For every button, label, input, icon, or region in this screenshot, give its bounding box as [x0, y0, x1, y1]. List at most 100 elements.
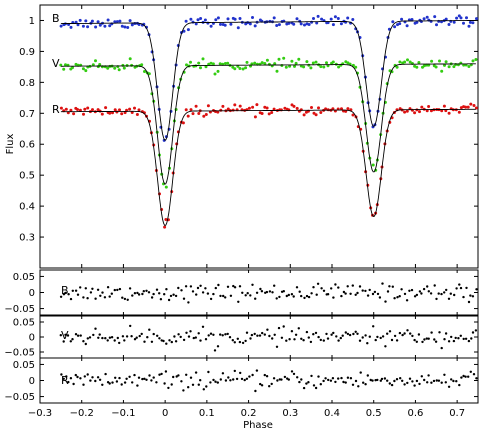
residual-point	[263, 373, 266, 377]
residual-point	[344, 292, 347, 295]
data-point-b	[128, 19, 132, 23]
residual-point	[248, 375, 251, 378]
residual-point	[378, 296, 382, 299]
residual-point	[94, 297, 97, 300]
data-point-v	[273, 62, 277, 66]
residual-point	[244, 294, 247, 297]
x-tick-label: 0.5	[366, 408, 382, 419]
residual-point	[433, 284, 436, 287]
residual-point	[376, 378, 379, 382]
residual-point	[393, 334, 397, 338]
y-tick-label: 0	[29, 288, 35, 299]
data-point-b	[475, 17, 478, 21]
residual-point	[74, 333, 78, 336]
residual-point	[254, 389, 257, 393]
residual-point	[82, 383, 85, 386]
residual-point	[300, 294, 303, 298]
residual-point	[418, 290, 422, 293]
residual-point	[403, 332, 406, 335]
data-point-v	[290, 59, 294, 63]
flux-panel: 0.3 0.4 0.5 0.6 0.7 0.8 0.9 1 B V R	[19, 4, 479, 269]
residual-point	[346, 332, 350, 336]
residual-point	[354, 293, 357, 296]
residual-point	[348, 333, 352, 337]
data-point-r	[231, 108, 235, 112]
data-point-b	[320, 17, 324, 21]
x-tick-label: 0.1	[199, 408, 215, 419]
residual-point	[326, 337, 330, 340]
y-tick-label: 0.4	[19, 202, 35, 213]
residual-point	[207, 334, 210, 337]
residual-point	[238, 340, 242, 344]
data-point-v	[147, 72, 151, 76]
residual-point	[226, 285, 230, 288]
residual-point	[462, 337, 465, 341]
residual-point	[192, 336, 195, 340]
residual-point	[423, 378, 426, 382]
data-point-r	[260, 112, 264, 115]
residual-point	[113, 288, 117, 292]
residual-point	[285, 294, 288, 298]
data-point-b	[444, 17, 448, 21]
residual-point	[450, 378, 453, 381]
residual-point	[233, 286, 237, 289]
data-point-v	[216, 69, 220, 73]
data-point-b	[467, 24, 471, 28]
data-point-v	[443, 63, 446, 67]
residual-point	[449, 292, 452, 295]
residual-point	[88, 336, 92, 339]
residual-point	[142, 290, 145, 293]
residual-point	[443, 291, 446, 294]
data-point-r	[163, 225, 167, 229]
residual-point	[82, 340, 85, 343]
residual-point	[459, 286, 463, 290]
residual-point	[163, 293, 166, 296]
data-point-r	[474, 106, 478, 110]
data-point-b	[398, 22, 402, 26]
data-point-r	[457, 110, 461, 114]
y-tick-label: 0.05	[13, 318, 35, 329]
residual-point	[467, 300, 471, 304]
residual-point	[437, 379, 441, 382]
data-point-r	[216, 110, 220, 114]
residual-point	[386, 332, 389, 335]
residual-point	[182, 389, 185, 392]
residual-point	[118, 376, 121, 380]
data-point-r	[317, 106, 320, 110]
residual-point	[331, 377, 335, 380]
residual-point	[111, 381, 114, 384]
data-point-b	[162, 138, 166, 142]
data-point-v	[265, 58, 269, 62]
data-point-r	[72, 112, 76, 116]
residual-point	[231, 339, 234, 342]
residual-point	[386, 290, 390, 293]
residual-point	[106, 381, 110, 384]
data-point-v	[91, 63, 95, 67]
residual-point	[324, 377, 327, 380]
data-point-v	[297, 57, 301, 61]
data-point-v	[302, 65, 306, 69]
residual-point	[67, 380, 70, 384]
residual-point	[204, 338, 208, 341]
x-tick-label: −0.1	[111, 408, 135, 419]
residual-point	[272, 377, 276, 380]
data-point-v	[223, 62, 227, 65]
data-point-v	[294, 61, 298, 65]
data-point-v	[241, 67, 245, 71]
data-point-b	[462, 21, 465, 25]
residual-point	[381, 335, 385, 338]
residual-point	[268, 334, 271, 338]
data-point-b	[216, 16, 220, 20]
residual-point	[444, 381, 447, 384]
residual-label-b: B	[61, 284, 69, 297]
residual-point	[185, 331, 188, 334]
residual-point	[322, 379, 325, 383]
residual-point	[305, 330, 309, 334]
data-point-r	[420, 105, 424, 109]
data-point-v	[371, 163, 375, 167]
residual-point	[278, 295, 281, 299]
residual-point	[433, 338, 436, 341]
residual-point	[273, 284, 276, 287]
data-point-v	[244, 66, 248, 70]
residual-point	[307, 381, 310, 384]
